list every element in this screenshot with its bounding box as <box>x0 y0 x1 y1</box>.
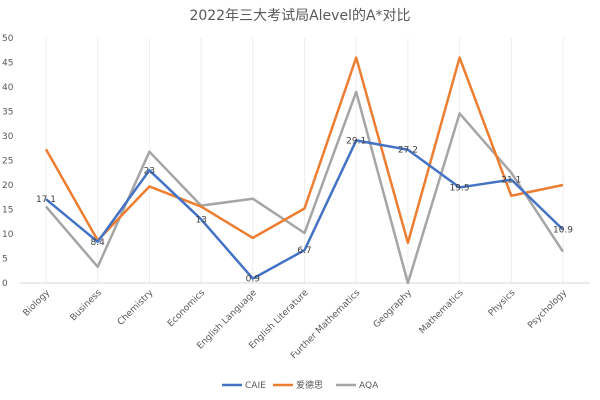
x-tick-label: Chemistry <box>116 288 156 328</box>
y-tick-label: 0 <box>2 279 8 289</box>
series-line-0 <box>45 139 564 280</box>
data-label: 0.9 <box>246 275 261 285</box>
data-label: 23 <box>144 166 155 176</box>
series-line-2 <box>45 90 565 285</box>
x-tick-label: Geography <box>372 288 415 331</box>
x-tick-label: Physics <box>487 288 518 319</box>
data-label: 29.1 <box>346 136 366 146</box>
y-tick-label: 15 <box>2 206 13 216</box>
y-tick-label: 30 <box>2 132 14 142</box>
chart-title: 2022年三大考试局Alevel的A*对比 <box>189 8 410 24</box>
series-line-1 <box>44 56 564 245</box>
x-tick-label: Business <box>69 288 104 323</box>
y-tick-label: 45 <box>2 59 13 69</box>
x-tick-label: Biology <box>22 288 53 319</box>
data-label: 17.1 <box>36 195 56 205</box>
data-label: 6.7 <box>297 246 311 256</box>
data-label: 27.2 <box>398 146 418 156</box>
y-tick-label: 25 <box>2 157 13 167</box>
data-label: 19.5 <box>450 183 470 193</box>
y-tick-label: 20 <box>2 181 14 191</box>
legend-label: CAIE <box>245 381 266 391</box>
x-tick-label: Psychology <box>526 288 569 331</box>
y-tick-label: 5 <box>2 255 8 265</box>
y-tick-label: 35 <box>2 108 13 118</box>
y-tick-label: 40 <box>2 83 14 93</box>
data-label: 10.9 <box>553 226 573 236</box>
data-label: 13 <box>195 215 206 225</box>
data-label: 8.4 <box>91 238 106 248</box>
legend-label: 爱德思 <box>296 379 323 391</box>
y-tick-label: 10 <box>2 230 14 240</box>
x-tick-label: Mathematics <box>418 288 466 336</box>
legend-label: AQA <box>359 381 379 391</box>
y-tick-label: 50 <box>2 34 14 44</box>
x-tick-label: Economics <box>166 288 207 329</box>
data-label: 21.1 <box>501 176 521 186</box>
